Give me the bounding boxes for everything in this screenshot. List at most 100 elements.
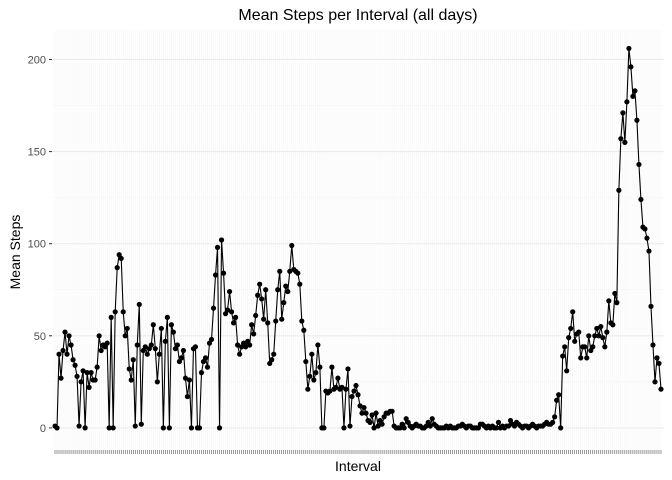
y-tick-label: 100 (28, 239, 46, 251)
data-point (307, 373, 313, 379)
data-point (616, 187, 622, 193)
data-point (138, 421, 144, 427)
data-point (556, 392, 562, 398)
data-point (136, 301, 142, 308)
data-point (630, 93, 636, 99)
data-point (345, 366, 351, 372)
data-point (606, 298, 612, 304)
data-point (505, 423, 512, 429)
data-point (124, 325, 130, 332)
data-point (76, 423, 82, 429)
data-point (122, 333, 128, 339)
data-point (600, 335, 606, 341)
data-point (154, 379, 160, 385)
data-point (493, 425, 500, 431)
data-point (88, 370, 94, 376)
data-point (208, 336, 215, 343)
data-point (126, 366, 132, 372)
data-point (634, 117, 640, 123)
data-point (66, 333, 72, 339)
data-point (92, 377, 98, 383)
data-point (162, 338, 168, 344)
data-point (355, 392, 361, 398)
data-point (58, 375, 64, 381)
data-point (150, 322, 156, 328)
data-point (174, 342, 180, 348)
data-point (622, 139, 628, 145)
data-point (357, 403, 363, 409)
data-point (315, 342, 321, 348)
data-point (279, 316, 285, 322)
y-axis: 0 50 100 150 200 (28, 54, 52, 435)
data-point (373, 410, 379, 416)
data-point (233, 314, 239, 320)
data-point (596, 333, 602, 339)
data-point (62, 329, 68, 335)
data-point (108, 314, 114, 320)
y-tick-label: 150 (28, 147, 46, 159)
data-point (178, 355, 185, 361)
data-point (638, 196, 644, 203)
data-point (112, 309, 118, 315)
data-point (335, 375, 341, 381)
data-point (351, 388, 357, 394)
data-point (94, 364, 100, 370)
data-point (333, 384, 339, 390)
data-point (379, 421, 385, 427)
data-point (309, 351, 315, 357)
data-point (582, 344, 588, 350)
data-point (349, 393, 355, 400)
data-point (644, 235, 650, 241)
data-point (570, 309, 576, 315)
data-point (568, 325, 574, 332)
data-point (218, 237, 225, 243)
data-point (646, 248, 652, 254)
data-point (369, 412, 375, 418)
data-point (56, 351, 62, 357)
data-point (654, 355, 660, 361)
data-point (612, 290, 618, 297)
data-point (347, 423, 353, 429)
data-point (604, 329, 610, 335)
data-point (317, 364, 323, 370)
data-point (182, 375, 189, 381)
data-point (495, 419, 502, 425)
data-point (237, 351, 243, 357)
data-point (614, 300, 620, 306)
data-point (70, 357, 76, 363)
data-point (566, 335, 572, 341)
data-point (132, 423, 138, 429)
data-point (228, 309, 235, 315)
data-point (628, 64, 634, 70)
data-point (180, 347, 187, 354)
data-point (592, 333, 598, 339)
data-point (273, 318, 279, 324)
data-point (626, 45, 632, 52)
data-point (78, 379, 84, 385)
data-point (598, 323, 604, 330)
data-point (249, 322, 255, 328)
data-point (301, 327, 307, 333)
data-point (618, 136, 624, 142)
data-point (361, 405, 367, 411)
data-point (429, 416, 435, 422)
data-point (261, 316, 267, 322)
data-point (624, 99, 630, 105)
data-point (642, 226, 648, 232)
data-point (230, 320, 237, 326)
data-point (247, 342, 253, 348)
data-point (251, 331, 257, 337)
data-point (562, 344, 568, 350)
data-point (188, 425, 195, 431)
data-point (186, 377, 193, 383)
data-point (192, 344, 199, 350)
data-point (341, 425, 347, 431)
data-point (54, 425, 60, 431)
data-point (184, 393, 191, 400)
data-point (96, 333, 102, 339)
data-point (303, 358, 309, 365)
data-point (220, 270, 227, 276)
data-point (210, 305, 217, 311)
data-point (305, 386, 311, 392)
data-point (60, 347, 66, 354)
